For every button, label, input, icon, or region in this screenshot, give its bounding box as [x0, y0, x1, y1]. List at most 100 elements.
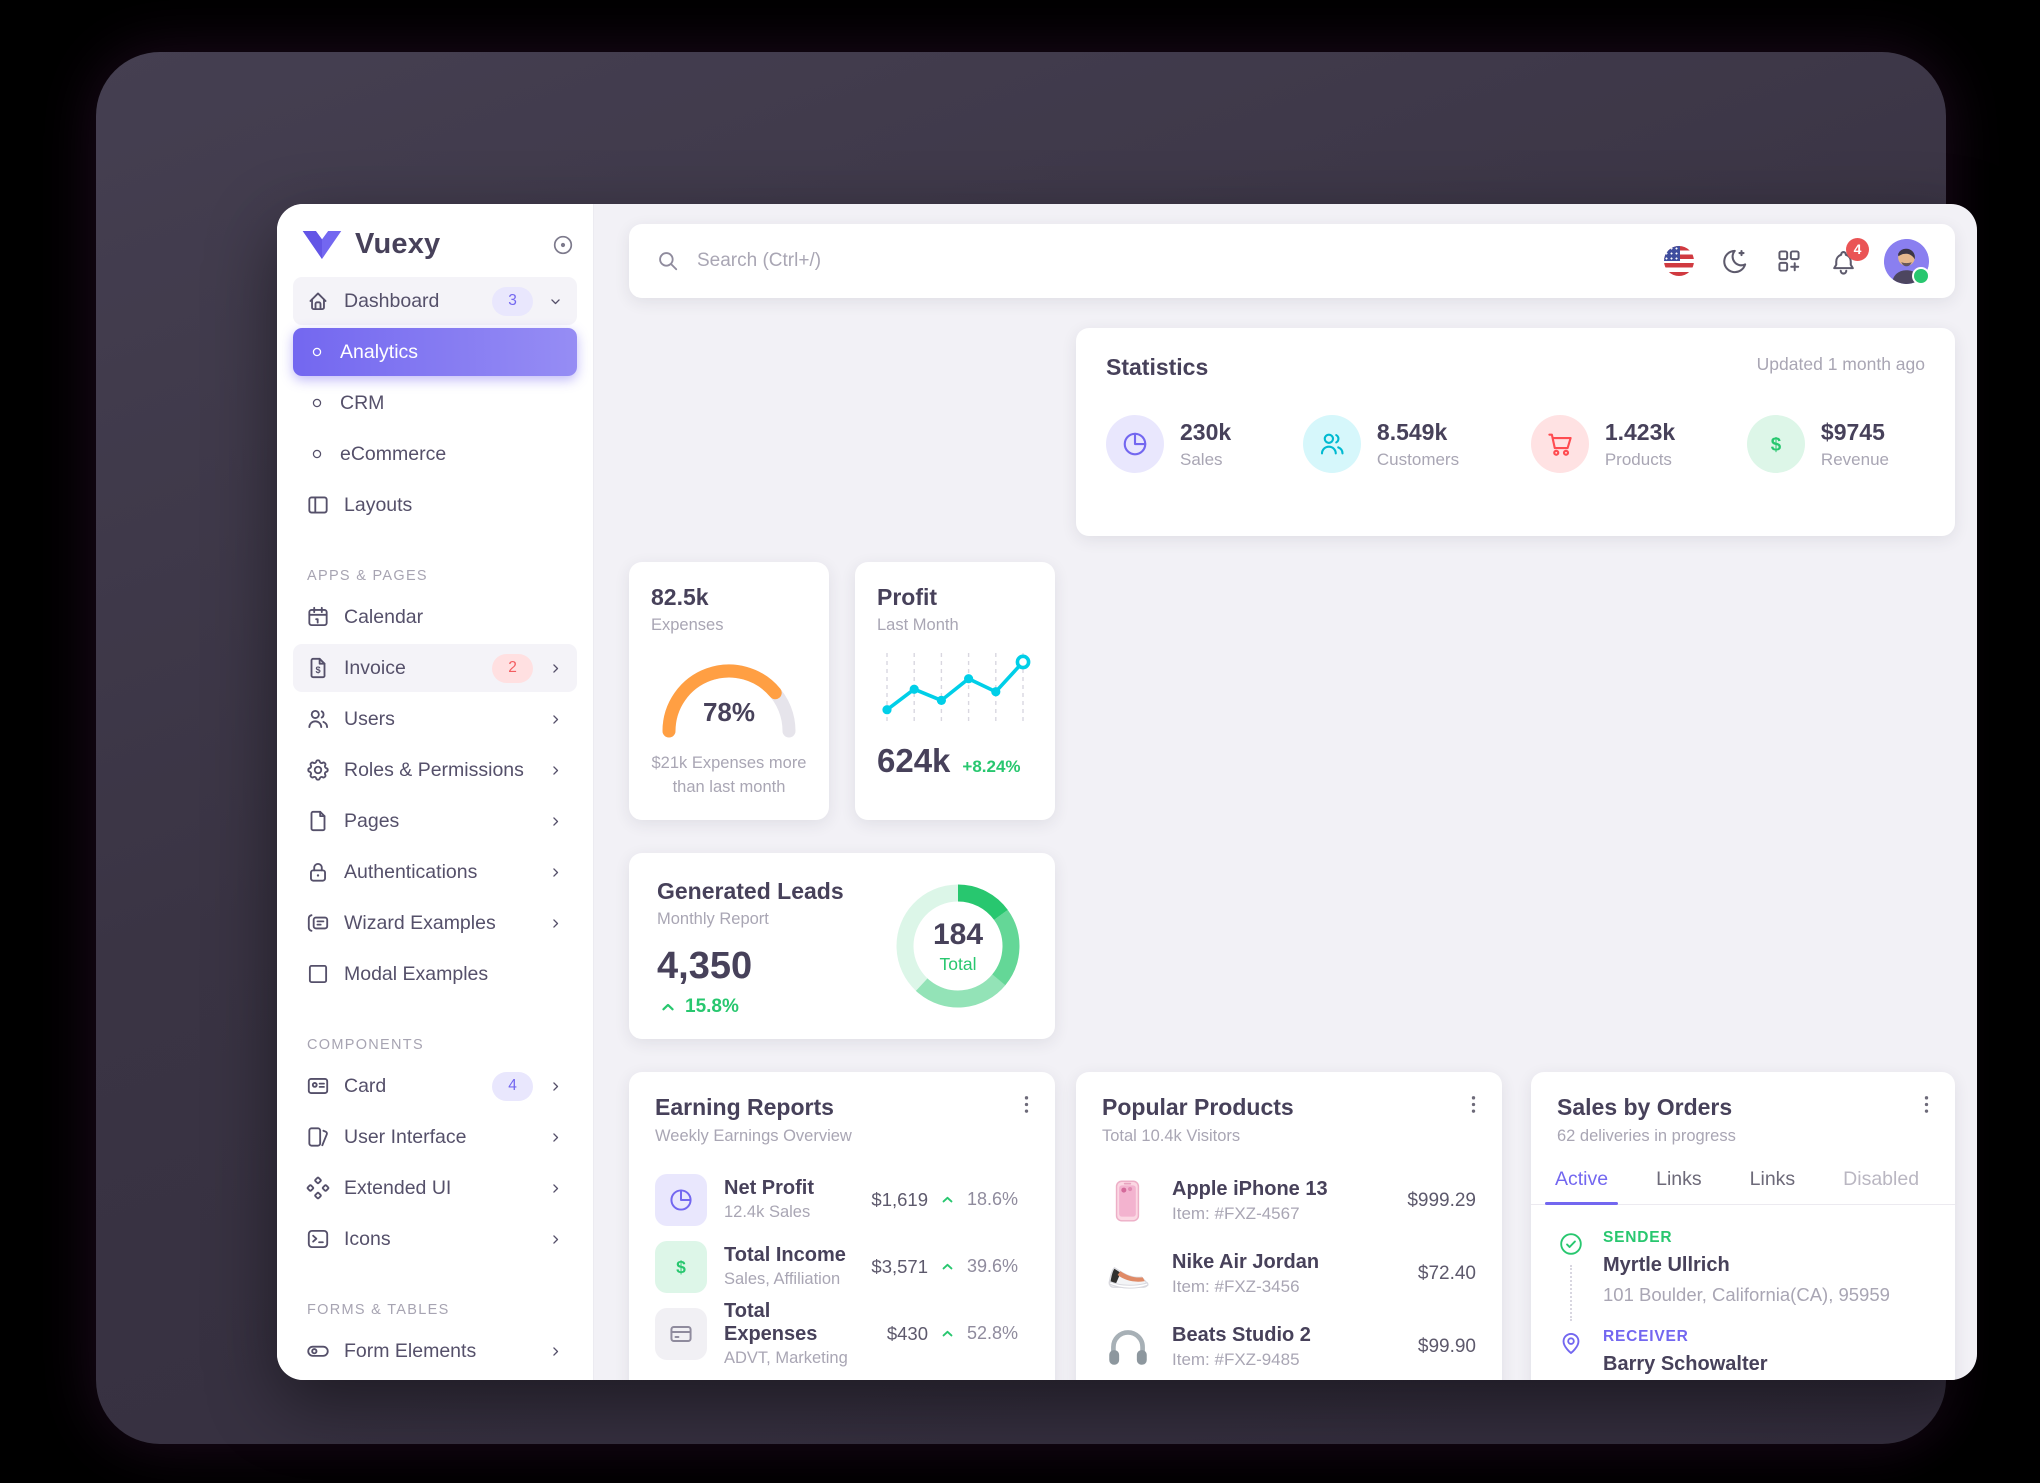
moon-icon — [1723, 249, 1747, 273]
stat-label: Revenue — [1820, 449, 1889, 469]
sidebar-item-user-interface[interactable]: User Interface — [293, 1113, 577, 1161]
brand-name: Vuexy — [355, 228, 441, 260]
map-pin-icon — [1562, 1332, 1580, 1354]
sidebar-item-pages[interactable]: Pages — [293, 797, 577, 845]
timeline-connector — [1570, 1265, 1572, 1321]
sidebar-item-extended-ui[interactable]: Extended UI — [293, 1164, 577, 1212]
sidebar-item-form-layouts[interactable]: Form Layouts — [293, 1378, 577, 1380]
sidebar-item-label: Users — [344, 707, 395, 730]
sidebar-item-form-elements[interactable]: Form Elements — [293, 1327, 577, 1375]
expenses-gauge-percent: 78% — [702, 697, 756, 727]
sidebar-item-ecommerce[interactable]: eCommerce — [293, 430, 577, 478]
bullet-circle-icon — [312, 449, 322, 459]
sidebar-pin-toggle[interactable] — [551, 233, 575, 257]
sidebar-item-crm[interactable]: CRM — [293, 379, 577, 427]
sidebar-nav: Dashboard 3 Analytics CRM eCommerce Layouts AP… — [277, 269, 593, 1380]
tab-links-2[interactable]: Links — [1749, 1168, 1796, 1190]
search-input[interactable] — [695, 249, 1119, 273]
tab-disabled-3[interactable]: Disabled — [1843, 1168, 1920, 1190]
language-flag-icon[interactable] — [1664, 246, 1694, 276]
vuexy-logo-icon — [302, 230, 342, 259]
leads-total-value: 184 — [932, 917, 984, 951]
earnings-row-total-expenses: Total Expenses ADVT, Marketing $430 52.8… — [629, 1300, 1055, 1367]
chevron-right-icon — [546, 812, 565, 831]
sidebar: Vuexy Dashboard 3 Analytics CRM eCommerce Lay… — [277, 204, 594, 1380]
statistics-updated: Updated 1 month ago — [1756, 354, 1925, 374]
sidebar-item-label: Dashboard — [344, 289, 440, 312]
sidebar-item-label: Roles & Permissions — [344, 758, 524, 781]
earnings-row-subtitle: 12.4k Sales — [724, 1203, 811, 1221]
product-row-nike-air-jordan: Nike Air Jordan Item: #FXZ-3456 $72.40 — [1076, 1237, 1502, 1310]
headphones-product-image — [1109, 1329, 1147, 1365]
leads-subtitle: Monthly Report — [657, 910, 769, 928]
sidebar-item-icons[interactable]: Icons — [293, 1215, 577, 1263]
sidebar-item-layouts[interactable]: Layouts — [293, 481, 577, 529]
card-menu-button[interactable] — [1014, 1092, 1039, 1117]
product-price: $99.90 — [1417, 1335, 1476, 1357]
sidebar-item-label: Card — [344, 1074, 387, 1097]
chevron-right-icon — [546, 1342, 565, 1361]
sidebar-item-calendar[interactable]: Calendar — [293, 593, 577, 641]
timeline-item-receiver: RECEIVER Barry Schowalter 939 Orange, Ca… — [1557, 1328, 1929, 1380]
stat-value: 230k — [1180, 418, 1232, 445]
kebab-menu-icon — [1924, 1096, 1929, 1113]
earnings-row-title: Total Income — [724, 1244, 846, 1266]
sidebar-item-label: Authentications — [344, 860, 478, 883]
chevron-right-icon — [553, 714, 559, 724]
leads-donut-chart: 184 Total — [887, 875, 1029, 1017]
sidebar-item-label: Layouts — [344, 493, 413, 516]
trend-up-icon — [657, 996, 679, 1018]
circle-dot-icon — [553, 235, 573, 254]
sidebar-item-card[interactable]: Card 4 — [293, 1062, 577, 1110]
iphone-product-image — [1115, 1179, 1140, 1222]
profit-card: Profit Last Month 624k +8.24% — [855, 562, 1055, 820]
leads-delta: 15.8% — [685, 996, 739, 1017]
ui-icon — [308, 1127, 328, 1147]
earnings-row-total-income: $ Total Income Sales, Affiliation $3,571… — [629, 1233, 1055, 1300]
sneaker-product-image — [1108, 1266, 1149, 1289]
expenses-value: 82.5k — [651, 584, 709, 610]
chevron-right-icon — [553, 765, 559, 775]
sidebar-item-label: User Interface — [344, 1125, 467, 1148]
product-name: Apple iPhone 13 — [1172, 1177, 1328, 1200]
sidebar-item-invoice[interactable]: $ Invoice 2 — [293, 644, 577, 692]
tab-active-0[interactable]: Active — [1544, 1162, 1619, 1205]
sidebar-item-authentications[interactable]: Authentications — [293, 848, 577, 896]
timeline-item-sender: SENDER Myrtle Ullrich 101 Boulder, Calif… — [1557, 1229, 1929, 1321]
sidebar-item-analytics[interactable]: Analytics — [293, 328, 577, 376]
earnings-row-title: Net Profit — [724, 1177, 814, 1199]
product-name: Nike Air Jordan — [1172, 1250, 1320, 1273]
profit-title: Profit — [877, 584, 938, 610]
trend-up-icon — [942, 1330, 953, 1337]
sidebar-item-dashboard[interactable]: Dashboard 3 — [293, 277, 577, 325]
dark-mode-toggle[interactable] — [1720, 247, 1749, 276]
kebab-menu-icon — [1471, 1096, 1476, 1113]
credit-card-icon — [670, 1325, 692, 1342]
card-menu-button[interactable] — [1461, 1092, 1486, 1117]
leads-title: Generated Leads — [657, 878, 844, 904]
sidebar-item-modal-examples[interactable]: Modal Examples — [293, 950, 577, 998]
timeline-person-name: Barry Schowalter — [1603, 1353, 1768, 1375]
topbar-actions: 4 — [1664, 237, 1930, 285]
shortcuts-button[interactable] — [1775, 247, 1803, 275]
sidebar-item-wizard-examples[interactable]: Wizard Examples — [293, 899, 577, 947]
product-name: Beats Studio 2 — [1172, 1323, 1311, 1346]
stat-label: Sales — [1180, 449, 1223, 469]
notifications-button[interactable]: 4 — [1829, 237, 1869, 276]
sidebar-item-users[interactable]: Users — [293, 695, 577, 743]
chevron-right-icon — [553, 1081, 559, 1091]
bullet-circle-icon — [312, 347, 322, 357]
sidebar-item-badge: 2 — [492, 653, 533, 683]
chevron-right-icon — [553, 1346, 559, 1356]
sidebar-item-label: eCommerce — [340, 442, 447, 465]
main-area: 4 — [593, 204, 1977, 1380]
chevron-right-icon — [553, 1183, 559, 1193]
chevron-right-icon — [546, 1230, 565, 1249]
card-menu-button[interactable] — [1914, 1092, 1939, 1117]
chevron-right-icon — [553, 1234, 559, 1244]
user-avatar[interactable] — [1884, 238, 1930, 285]
sidebar-item-roles-permissions[interactable]: Roles & Permissions — [293, 746, 577, 794]
tab-links-1[interactable]: Links — [1656, 1168, 1702, 1190]
modal-icon — [308, 964, 328, 984]
